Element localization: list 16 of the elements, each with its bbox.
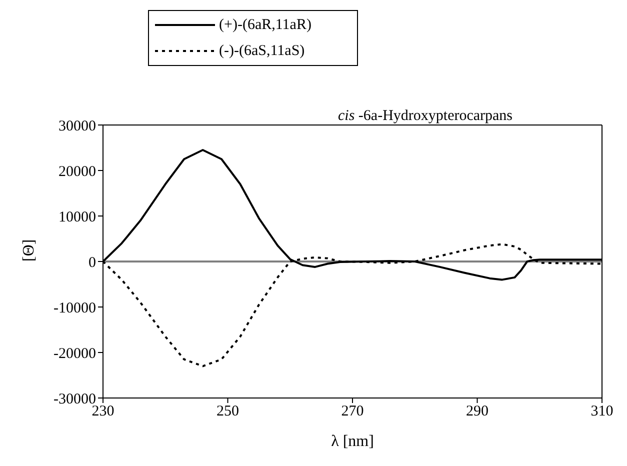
y-tick-label: 0 <box>88 254 96 271</box>
x-tick-label: 310 <box>590 404 614 420</box>
legend-label: (+)-(6aR,11aR) <box>219 16 312 34</box>
chart-title: cis -6a-Hydroxypterocarpans <box>338 108 513 125</box>
y-tick-label: -10000 <box>54 300 96 316</box>
x-tick-label: 250 <box>216 404 239 420</box>
x-tick-label: 270 <box>341 404 364 420</box>
y-axis-title: [Θ] <box>20 239 38 262</box>
x-tick-label: 230 <box>92 404 114 420</box>
y-tick-label: 20000 <box>58 164 96 180</box>
x-axis-title: λ [nm] <box>331 433 374 450</box>
x-tick-label: 290 <box>466 404 488 420</box>
y-tick-label: 10000 <box>58 209 96 226</box>
y-tick-label: -20000 <box>54 346 96 362</box>
legend-label: (-)-(6aS,11aS) <box>219 42 305 60</box>
y-tick-label: 30000 <box>58 118 96 134</box>
